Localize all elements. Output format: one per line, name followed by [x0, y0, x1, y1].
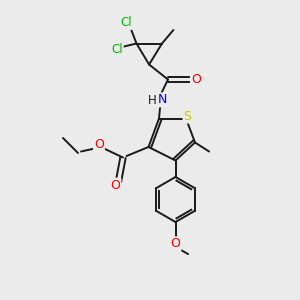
Text: O: O [94, 137, 104, 151]
Text: S: S [184, 110, 191, 123]
Text: Cl: Cl [111, 43, 123, 56]
Text: O: O [171, 237, 180, 250]
Text: H: H [148, 94, 157, 107]
Text: O: O [191, 73, 201, 86]
Text: N: N [158, 93, 167, 106]
Text: Cl: Cl [120, 16, 132, 29]
Text: O: O [111, 178, 120, 192]
